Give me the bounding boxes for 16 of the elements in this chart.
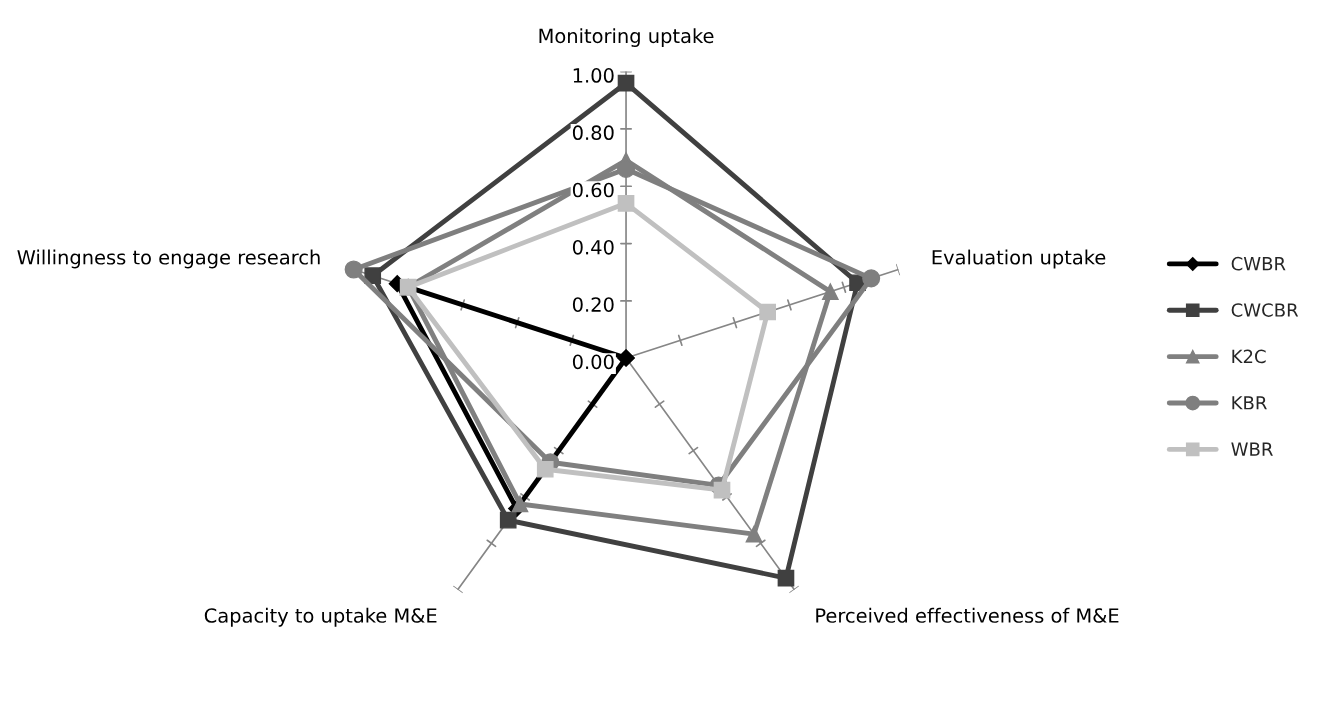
spoke-label: Evaluation uptake <box>932 249 1106 269</box>
legend-label: WBR <box>1231 442 1273 456</box>
spoke-label: Capacity to uptake M&E <box>204 607 437 627</box>
y-tick-label: 0.80 <box>572 125 614 141</box>
legend-label: K2C <box>1232 349 1266 364</box>
spoke-label: Willingness to engage research <box>17 249 320 269</box>
legend-label: CWCBR <box>1231 303 1299 317</box>
y-tick-label: 0.20 <box>572 297 614 312</box>
y-tick-label: 0.00 <box>572 354 614 370</box>
y-tick-label: 0.40 <box>572 239 614 255</box>
spoke-label: Perceived effectiveness of M&E <box>816 607 1119 623</box>
legend-label: CWBR <box>1231 256 1286 271</box>
y-tick-label: 1.00 <box>573 68 614 83</box>
y-tick-label: 0.60 <box>572 182 614 198</box>
spoke-label: Monitoring uptake <box>539 28 714 47</box>
legend-label: KBR <box>1232 396 1267 410</box>
